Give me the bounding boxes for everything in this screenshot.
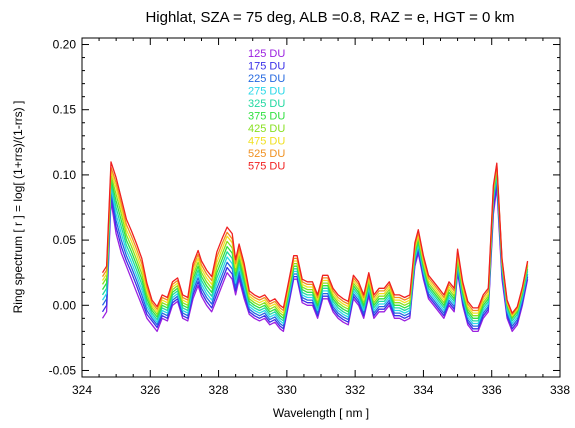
legend-entry: 425 DU [248,123,285,135]
x-axis-title: Wavelength [ nm ] [273,406,369,420]
legend-entry: 125 DU [248,48,285,60]
x-tick-label: 324 [72,383,92,397]
y-tick-label: 0.20 [53,38,77,52]
y-tick-label: 0.00 [53,298,77,312]
chart-title: Highlat, SZA = 75 deg, ALB =0.8, RAZ = e… [145,9,514,26]
legend-entry: 575 DU [248,161,285,173]
legend-entry: 475 DU [248,136,285,148]
x-tick-label: 338 [550,383,570,397]
y-tick-label: 0.05 [53,233,77,247]
series-line [101,165,529,317]
y-tick-label: -0.05 [49,363,77,377]
x-tick-label: 334 [413,383,433,397]
legend-entry: 275 DU [248,86,285,98]
y-tick-label: 0.15 [53,103,77,117]
legend-entry: 525 DU [248,148,285,160]
legend-entry: 325 DU [248,98,285,110]
axis-ticks: 324 326 328 330 332 334 336 338 -0.05 0.00 0.05 0.1… [49,38,571,397]
series-lines [101,161,529,333]
x-tick-label: 332 [345,383,365,397]
y-tick-label: 0.10 [53,168,77,182]
y-axis-title: Ring spectrum [ r ] = log[ (1+rrs)/(1-rr… [11,101,25,314]
x-tick-label: 336 [482,383,502,397]
legend-entry: 175 DU [248,61,285,73]
x-tick-label: 326 [140,383,160,397]
legend-entry: 375 DU [248,111,285,123]
legend-entry: 225 DU [248,73,285,85]
x-tick-label: 328 [209,383,229,397]
x-tick-label: 330 [277,383,297,397]
series-line [101,161,529,314]
